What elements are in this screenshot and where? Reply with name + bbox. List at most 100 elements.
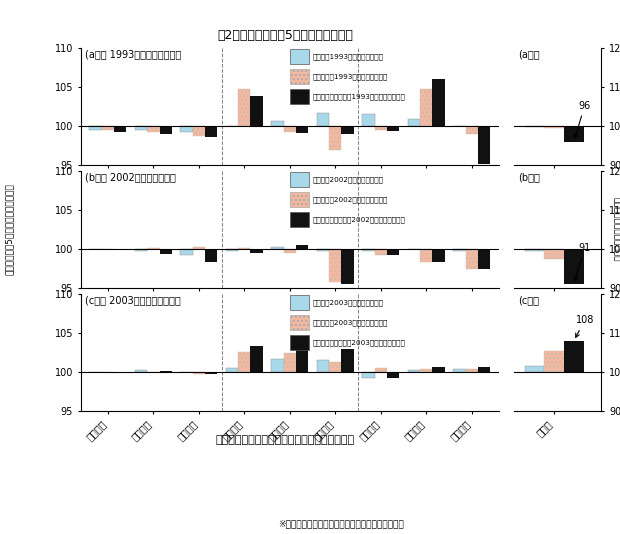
Bar [250,249,263,253]
Bar [89,126,102,130]
Bar [284,352,296,372]
Bar [544,126,564,128]
Bar [362,114,374,126]
Bar [525,249,544,251]
Bar [290,295,309,310]
Text: 平均年と特定年の気象データを入れ替えた時期: 平均年と特定年の気象データを入れ替えた時期 [216,435,355,445]
Bar [564,126,583,142]
Bar [238,248,250,249]
Bar [432,79,445,126]
Bar [420,89,432,126]
Bar [387,249,399,255]
Bar [193,247,205,249]
Bar [374,368,387,372]
Bar [290,212,309,227]
Bar [329,126,342,150]
Bar [290,315,309,331]
Bar [317,249,329,252]
Bar [466,249,478,269]
Bar [159,126,172,134]
Bar [114,126,126,131]
Text: 気温と日射量ともに2003年データに入替え: 気温と日射量ともに2003年データに入替え [313,339,405,346]
Bar [342,126,354,134]
Text: 日射量のみ1993年データに入替え: 日射量のみ1993年データに入替え [313,74,388,80]
Bar [272,359,284,372]
Bar [478,367,490,372]
Bar [432,367,445,372]
Text: 気温のみ2002年データに入替え: 気温のみ2002年データに入替え [313,177,384,183]
Bar [284,249,296,253]
Text: (b右）: (b右） [518,172,541,182]
Bar [453,249,466,252]
Bar [284,126,296,131]
Text: 気温と日射量ともに1993年データに入替え: 気温と日射量ともに1993年データに入替え [313,93,405,100]
Bar [296,347,308,372]
Bar [238,90,250,126]
Bar [147,126,159,131]
Bar [296,126,308,133]
Bar [272,121,284,126]
Bar [238,352,250,372]
Bar [420,249,432,262]
Bar [362,249,374,252]
Bar [466,126,478,134]
Bar [290,89,309,104]
Bar [374,249,387,255]
Bar [290,172,309,187]
Bar [478,126,490,163]
Bar [205,126,217,137]
Text: 潜在生産力（平年比、％）: 潜在生産力（平年比、％） [613,198,620,262]
Bar [564,249,583,284]
Bar [296,245,308,249]
Bar [159,371,172,372]
Bar [317,360,329,372]
Text: (a左） 1993年（晴冷型冷夏）: (a左） 1993年（晴冷型冷夏） [85,49,181,59]
Bar [453,369,466,372]
Bar [226,368,238,372]
Bar [408,119,420,126]
Bar [525,366,544,372]
Bar [272,247,284,249]
Bar [564,341,583,372]
Text: 潜在生産力（5年平均値との比、％）: 潜在生産力（5年平均値との比、％） [5,184,14,276]
Bar [193,126,205,136]
Bar [408,370,420,372]
Bar [147,248,159,249]
Bar [135,370,147,372]
Bar [193,372,205,374]
Bar [159,249,172,254]
Bar [362,372,374,379]
Bar [342,249,354,284]
Bar [544,351,564,372]
Bar [135,249,147,252]
Text: 図2．潜在生産力（5年平均値との比）: 図2．潜在生産力（5年平均値との比） [217,29,353,42]
Bar [180,126,193,132]
Bar [180,249,193,255]
Text: (c左） 2003年（晴冷型冷夏）: (c左） 2003年（晴冷型冷夏） [85,295,180,305]
Bar [342,349,354,372]
Bar [205,249,217,262]
Bar [317,113,329,126]
Text: (a右）: (a右） [518,49,540,59]
Bar [102,126,114,130]
Text: ※左側と右側の図で、スケールが異なることに注意: ※左側と右側の図で、スケールが異なることに注意 [278,520,404,529]
Bar [387,372,399,378]
Bar [329,362,342,372]
Text: 96: 96 [574,100,591,138]
Bar [135,126,147,130]
Bar [432,249,445,262]
Bar [226,249,238,250]
Bar [329,249,342,282]
Bar [374,126,387,130]
Text: (c右）: (c右） [518,295,539,305]
Text: 気温と日射量ともに2002年データに入替え: 気温と日射量ともに2002年データに入替え [313,216,405,223]
Bar [290,192,309,207]
Bar [466,369,478,372]
Bar [525,126,544,127]
Bar [250,96,263,126]
Text: 気温のみ1993年データに入替え: 気温のみ1993年データに入替え [313,53,384,60]
Bar [250,347,263,372]
Bar [387,126,399,131]
Bar [205,372,217,374]
Text: (b左） 2002年（天候不順）: (b左） 2002年（天候不順） [85,172,175,182]
